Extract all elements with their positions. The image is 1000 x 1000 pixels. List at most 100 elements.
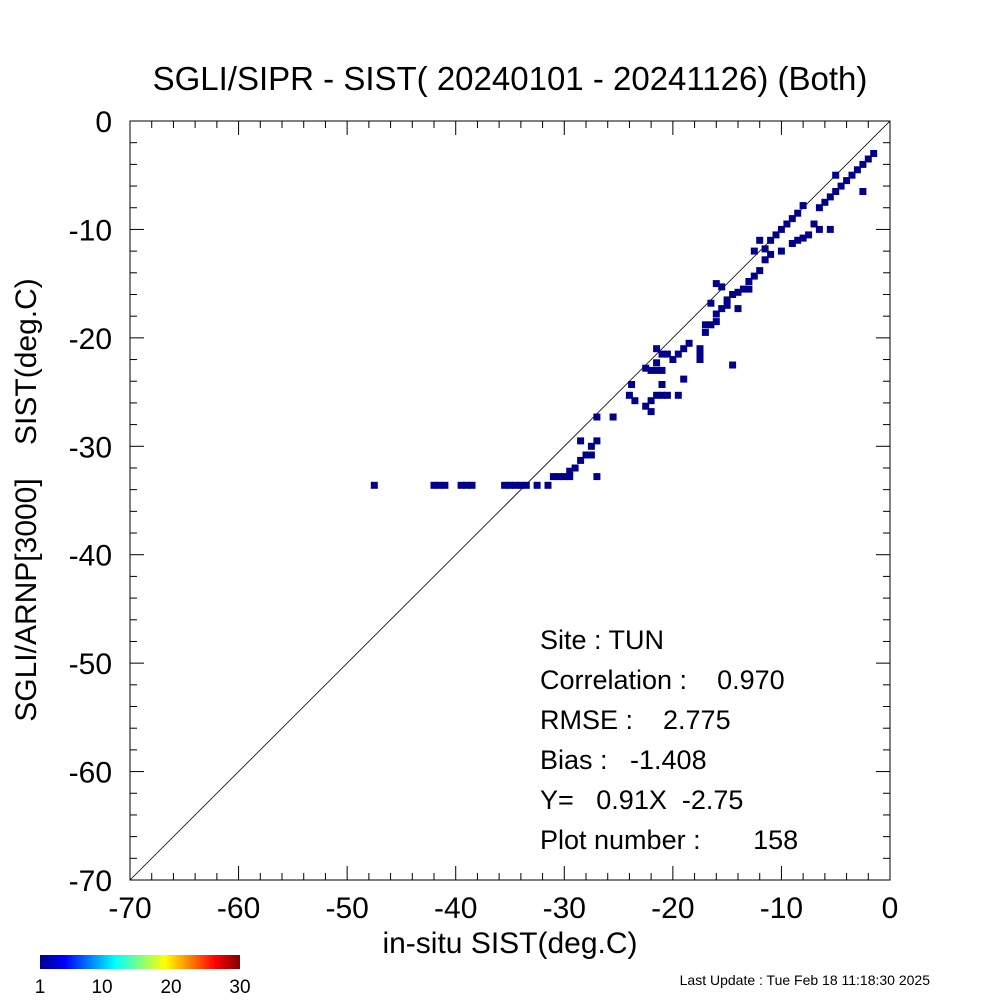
colorbar-tick-label: 1 [35, 977, 46, 998]
density-cell [739, 285, 747, 293]
density-cell [723, 296, 731, 304]
chart-title: SGLI/SIPR - SIST( 20240101 - 20241126) (… [153, 60, 868, 97]
plot-frame [129, 120, 891, 881]
annotation-correlation: Correlation : 0.970 [540, 665, 785, 695]
density-cell [566, 473, 574, 481]
density-cell [756, 236, 764, 244]
density-cell [511, 481, 519, 489]
density-cell [701, 321, 709, 329]
density-cell [777, 225, 785, 233]
density-cell [658, 391, 666, 399]
density-cell [712, 280, 720, 288]
density-cell [718, 305, 726, 313]
density-cell [794, 209, 802, 217]
density-cell [745, 278, 753, 285]
density-cell [696, 345, 704, 353]
density-cell [587, 451, 595, 459]
colorbar-tick-labels: 1 10 20 30 [35, 977, 251, 998]
density-cell [631, 397, 639, 405]
density-cell [560, 473, 568, 481]
density-cell [653, 345, 661, 353]
density-cell [674, 350, 682, 358]
y-tick-label: -30 [69, 431, 112, 464]
colorbar-tick-label: 10 [91, 977, 112, 998]
x-tick-label: -60 [217, 892, 260, 925]
density-cell [555, 473, 563, 481]
density-cell [533, 481, 541, 489]
x-tick-labels: -70 -60 -50 -40 -30 -20 -10 0 [108, 892, 898, 925]
density-cell [799, 202, 807, 210]
density-cell [761, 245, 769, 253]
density-cell [647, 397, 655, 405]
density-cell [783, 220, 791, 228]
y-tick-label: -10 [69, 214, 112, 247]
density-cell [463, 481, 471, 489]
density-cell [577, 437, 585, 445]
density-cell [859, 188, 867, 195]
colorbar-gradient [40, 955, 240, 969]
density-cell [810, 220, 818, 228]
annotation-site: Site : TUN [540, 625, 664, 655]
density-cell [745, 285, 753, 293]
x-tick-label: -30 [543, 892, 586, 925]
annotation-rmse: RMSE : 2.775 [540, 705, 731, 735]
density-cell [685, 339, 693, 347]
density-cell [767, 236, 775, 244]
density-cell [826, 225, 834, 233]
density-cell [718, 283, 726, 291]
density-cell [837, 182, 845, 190]
density-cell [805, 231, 813, 239]
annotation-bias: Bias : -1.408 [540, 745, 707, 775]
density-cell [729, 291, 737, 298]
density-cell [653, 366, 661, 374]
density-cell [593, 473, 601, 481]
x-tick-label: 0 [882, 892, 899, 925]
density-cell [653, 359, 661, 367]
density-cell [772, 231, 780, 239]
density-cell [712, 318, 720, 326]
last-update-footer: Last Update : Tue Feb 18 11:18:30 2025 [680, 972, 931, 988]
density-cell [707, 299, 715, 307]
density-cell [625, 391, 633, 399]
x-tick-label: -10 [760, 892, 803, 925]
density-cell [794, 236, 802, 244]
density-cell [642, 402, 650, 410]
y-axis-label: SGLI/ARNP[3000] SIST(deg.C) [10, 278, 43, 722]
density-cell [457, 481, 465, 489]
density-cell [788, 240, 796, 247]
density-cell [729, 361, 737, 369]
density-cell [870, 150, 878, 157]
y-tick-label: -20 [69, 323, 112, 356]
x-axis-label: in-situ SIST(deg.C) [382, 927, 637, 960]
plot-area: -70 -60 -50 -40 -30 -20 -10 0 -70 -60 -50 -40 -30 -2… [69, 106, 899, 925]
density-cell [658, 350, 666, 358]
density-cell [756, 267, 764, 275]
density-cell [848, 171, 856, 179]
minor-ticks [129, 120, 891, 881]
density-cell [864, 155, 872, 163]
density-cell [723, 301, 731, 309]
density-cell [750, 247, 758, 255]
density-cell [859, 160, 867, 168]
annotation-plot-number: Plot number : 158 [540, 825, 798, 855]
density-cell [674, 391, 682, 399]
density-cell [566, 467, 574, 475]
density-cell [441, 481, 449, 489]
density-cell [680, 375, 688, 383]
y-tick-labels: -70 -60 -50 -40 -30 -20 -10 0 [69, 106, 112, 898]
density-cell [609, 413, 617, 421]
density-cell [571, 464, 579, 472]
density-cells [370, 150, 878, 489]
density-cell [653, 391, 661, 399]
density-cell [544, 481, 552, 489]
colorbar-tick-label: 30 [229, 977, 250, 998]
y-tick-label: -50 [69, 648, 112, 681]
colorbar-tick-label: 20 [160, 977, 181, 998]
density-cell [506, 481, 514, 489]
y-tick-label: -70 [69, 865, 112, 898]
density-cell [658, 366, 666, 374]
density-cell [707, 321, 715, 329]
density-cell [647, 366, 655, 374]
density-cell [853, 166, 861, 174]
